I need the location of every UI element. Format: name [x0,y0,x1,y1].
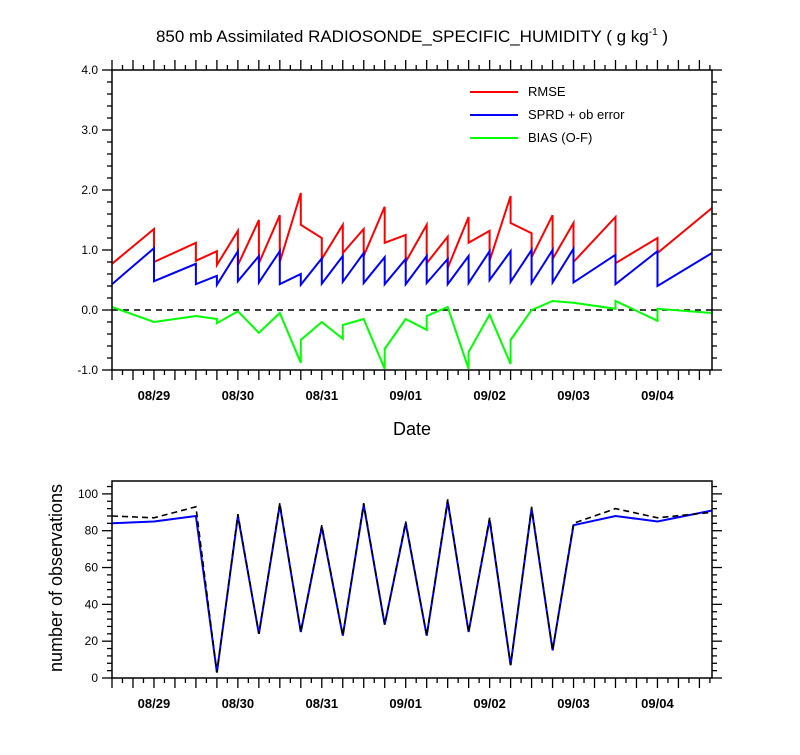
x-date-label: 09/01 [389,388,422,403]
title-suffix: ) [658,27,668,46]
x-date-label: 08/31 [306,388,339,403]
y-tick-label: 0 [91,671,98,685]
y-tick-label: 40 [85,597,99,611]
top-plot-frame [111,69,713,371]
legend-label: RMSE [528,84,566,99]
y-tick-label: 20 [85,634,99,648]
y-tick-label: 4.0 [81,63,98,77]
y-tick-label: 3.0 [81,123,98,137]
series-line-sprd-ob-error [111,245,713,289]
legend-label: BIAS (O-F) [528,130,592,145]
legend-label: SPRD + ob error [528,107,625,122]
legend: RMSE SPRD + ob error BIAS (O-F) [470,84,625,145]
y-tick-label: 80 [85,524,99,538]
y-tick-label: -1.0 [77,363,98,377]
x-date-label: 09/04 [641,696,674,711]
series-line-bias-o-f [111,299,713,370]
x-date-label: 09/03 [557,388,590,403]
x-date-label: 09/01 [389,696,422,711]
x-date-label: 08/31 [306,696,339,711]
x-date-label: 09/02 [473,388,506,403]
top-panel-series [111,192,713,370]
top-panel-ticks [102,60,722,380]
bottom-panel-labels: 0 20 40 60 80 100 08/29 08/30 08/31 09/01 09/02 09/… [78,487,675,711]
title-superscript: -1 [649,27,658,38]
series-line-rmse [111,192,713,269]
x-date-label: 08/30 [222,696,255,711]
y-tick-label: 1.0 [81,243,98,257]
x-date-label: 09/03 [557,696,590,711]
y-tick-label: 100 [78,487,98,501]
bottom-panel-series [111,499,713,673]
y-axis-title: number of observations [46,484,66,672]
x-date-label: 08/29 [138,696,171,711]
x-date-label: 08/30 [222,388,255,403]
bottom-panel-ticks [102,485,722,688]
x-date-label: 08/29 [138,388,171,403]
y-tick-label: 60 [85,561,99,575]
bottom-plot-frame [111,480,713,679]
y-tick-label: 0.0 [81,303,98,317]
series-line-assimilated [111,501,713,673]
x-date-label: 09/02 [473,696,506,711]
chart-title: 850 mb Assimilated RADIOSONDE_SPECIFIC_H… [156,27,668,46]
series-line-possible [111,499,713,673]
x-date-label: 09/04 [641,388,674,403]
y-tick-label: 2.0 [81,183,98,197]
top-panel-labels: -1.0 0.0 1.0 2.0 3.0 4.0 08/29 08/30 08/31 09/01 0… [77,63,674,403]
x-axis-title: Date [393,419,431,439]
